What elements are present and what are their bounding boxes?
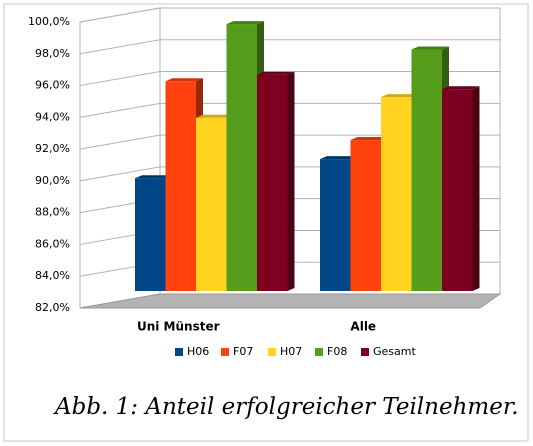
legend-label: F07 xyxy=(233,345,253,358)
floor xyxy=(79,293,502,309)
caption: Abb. 1: Anteil erfolgreicher Teilnehmer. xyxy=(53,394,519,420)
bar xyxy=(320,159,351,291)
bar-side xyxy=(472,86,480,291)
bar xyxy=(442,89,473,291)
y-tick-label: 100,0% xyxy=(28,15,70,28)
bar-top xyxy=(196,114,234,118)
y-tick-label: 88,0% xyxy=(35,206,70,219)
legend-swatch xyxy=(221,348,229,356)
x-tick-label: Uni Münster xyxy=(137,320,220,334)
bar xyxy=(350,140,381,291)
bar-top xyxy=(226,21,264,25)
legend-label: F08 xyxy=(327,345,347,358)
y-tick-label: 96,0% xyxy=(35,79,70,92)
legend-swatch xyxy=(268,348,276,356)
y-tick-label: 98,0% xyxy=(35,47,70,60)
y-tick-label: 82,0% xyxy=(35,301,70,314)
bar xyxy=(196,117,227,291)
bar xyxy=(135,178,166,291)
bar-top xyxy=(257,71,295,75)
legend-label: Gesamt xyxy=(373,345,416,358)
y-tick-label: 86,0% xyxy=(35,237,70,250)
bar-top xyxy=(320,156,358,160)
x-tick-label: Alle xyxy=(350,320,376,334)
y-tick-label: 92,0% xyxy=(35,142,70,155)
grid-line xyxy=(79,7,500,23)
bar-top xyxy=(165,78,203,82)
y-tick-label: 84,0% xyxy=(35,269,70,282)
bar-top xyxy=(135,175,173,179)
bar-top xyxy=(350,137,388,141)
bar xyxy=(411,49,442,291)
grid-line xyxy=(79,39,500,55)
legend-swatch xyxy=(315,348,323,356)
bar-top xyxy=(381,94,419,98)
bar xyxy=(257,74,288,292)
y-tick-label: 90,0% xyxy=(35,174,70,187)
bar xyxy=(165,81,196,292)
y-tick-label: 94,0% xyxy=(35,110,70,123)
legend-swatch xyxy=(175,348,183,356)
bar xyxy=(381,97,412,292)
bar-top xyxy=(411,46,449,50)
bar xyxy=(226,24,257,292)
grid-line xyxy=(79,71,500,87)
bar-side xyxy=(287,71,295,292)
legend-label: H06 xyxy=(187,345,209,358)
bar-top xyxy=(442,86,480,90)
legend-swatch xyxy=(361,348,369,356)
legend-label: H07 xyxy=(280,345,302,358)
